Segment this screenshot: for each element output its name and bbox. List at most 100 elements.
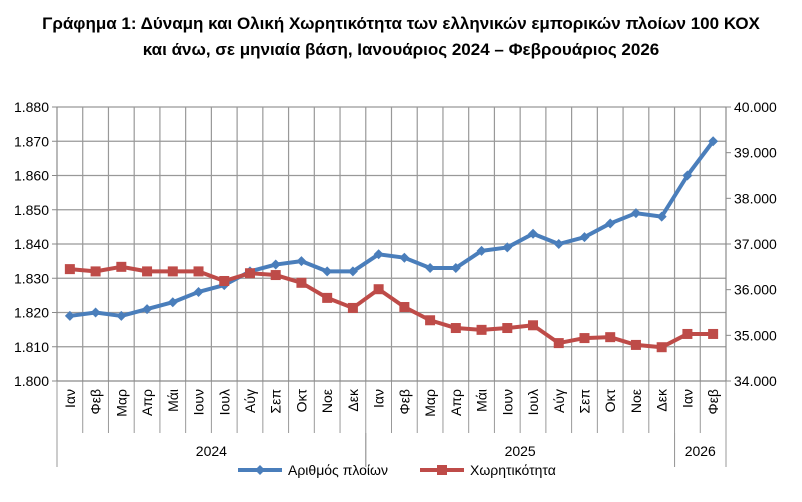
data-point-tonnage	[399, 302, 410, 313]
x-axis-month-label: Ιαν	[62, 389, 78, 408]
data-point-vessels	[605, 218, 616, 229]
data-point-tonnage	[167, 266, 178, 277]
data-point-vessels	[167, 297, 178, 308]
left-axis-tick-label: 1.850	[14, 202, 49, 218]
data-point-tonnage	[116, 261, 127, 272]
data-point-tonnage	[373, 284, 384, 295]
x-axis-month-label: Σεπ	[268, 389, 284, 414]
left-axis-tick-label: 1.810	[14, 339, 49, 355]
right-axis-tick-label: 39.000	[734, 145, 777, 161]
data-point-tonnage	[347, 302, 358, 313]
x-axis-month-label: Οκτ	[293, 389, 309, 413]
data-point-tonnage	[476, 324, 487, 335]
data-point-tonnage	[630, 339, 641, 350]
x-axis-month-label: Απρ	[139, 389, 155, 416]
data-point-vessels	[142, 304, 153, 315]
data-point-vessels	[193, 286, 204, 297]
left-axis-tick-label: 1.860	[14, 168, 49, 184]
x-axis-month-label: Ιουν	[499, 389, 515, 415]
data-point-vessels	[476, 245, 487, 256]
left-axis-tick-label: 1.880	[14, 99, 49, 115]
data-point-tonnage	[502, 323, 513, 334]
legend-marker-diamond	[255, 465, 265, 475]
x-axis-month-label: Οκτ	[602, 389, 618, 413]
x-axis-month-label: Δεκ	[654, 388, 670, 412]
x-axis-month-label: Μαρ	[422, 389, 438, 417]
x-axis-month-label: Ιαν	[679, 389, 695, 408]
x-axis-month-label: Νοε	[319, 389, 335, 413]
x-axis-month-label: Ιαν	[371, 389, 387, 408]
x-axis-month-label: Αύγ	[551, 389, 567, 413]
data-point-vessels	[425, 262, 436, 273]
x-axis-month-label: Αύγ	[242, 389, 258, 413]
right-axis-tick-label: 34.000	[734, 373, 777, 389]
data-point-tonnage	[682, 328, 693, 339]
data-point-tonnage	[219, 275, 230, 286]
data-point-vessels	[553, 239, 564, 249]
data-point-tonnage	[90, 266, 101, 277]
data-point-vessels	[450, 262, 461, 273]
legend-marker-square	[437, 465, 447, 475]
data-point-vessels	[528, 228, 539, 239]
x-axis-month-label: Φεβ	[705, 389, 721, 414]
data-point-tonnage	[193, 266, 204, 277]
data-point-tonnage	[553, 338, 564, 349]
data-point-vessels	[399, 252, 410, 263]
x-axis-month-label: Σεπ	[576, 389, 592, 414]
data-point-vessels	[502, 242, 513, 253]
data-point-vessels	[682, 170, 693, 181]
data-point-vessels	[116, 310, 127, 321]
x-axis-month-label: Φεβ	[396, 389, 412, 414]
right-axis-tick-label: 35.000	[734, 327, 777, 343]
left-axis-tick-label: 1.840	[14, 236, 49, 252]
series-line-vessels	[69, 140, 715, 318]
data-point-vessels	[270, 259, 281, 270]
data-point-tonnage	[64, 264, 75, 275]
data-point-tonnage	[708, 328, 719, 339]
x-axis-month-label: Νοε	[628, 389, 644, 413]
x-axis-year-label: 2024	[196, 443, 227, 459]
x-axis-year-label: 2026	[685, 443, 716, 459]
left-axis-tick-label: 1.830	[14, 270, 49, 286]
data-point-tonnage	[528, 320, 539, 331]
legend-label: Αριθμός πλοίων	[288, 462, 388, 478]
data-point-vessels	[579, 232, 590, 243]
right-axis-tick-label: 36.000	[734, 282, 777, 298]
data-point-tonnage	[450, 323, 461, 334]
x-axis-month-label: Μαρ	[113, 389, 129, 417]
x-axis-month-label: Απρ	[448, 389, 464, 416]
x-axis-year-label: 2025	[505, 443, 536, 459]
x-axis-month-label: Ιουν	[191, 389, 207, 415]
left-axis-tick-label: 1.820	[14, 305, 49, 321]
data-point-vessels	[296, 256, 307, 267]
chart-title-line-1: Γράφημα 1: Δύναμη και Ολική Χωρητικότητα…	[42, 14, 760, 33]
data-point-tonnage	[322, 292, 333, 303]
data-point-vessels	[630, 208, 641, 219]
data-point-vessels	[90, 307, 101, 318]
data-point-vessels	[708, 136, 719, 147]
right-axis-tick-label: 37.000	[734, 236, 777, 252]
data-point-tonnage	[605, 332, 616, 343]
data-point-tonnage	[270, 270, 281, 281]
x-axis-month-label: Ιουλ	[216, 389, 232, 415]
data-point-vessels	[373, 249, 384, 260]
data-point-tonnage	[142, 266, 153, 277]
data-point-vessels	[322, 266, 333, 277]
right-axis-tick-label: 38.000	[734, 190, 777, 206]
x-axis-month-label: Φεβ	[88, 389, 104, 414]
data-point-tonnage	[656, 342, 667, 353]
data-point-tonnage	[296, 277, 307, 288]
data-point-tonnage	[579, 333, 590, 344]
data-point-tonnage	[425, 315, 436, 326]
chart-title-line-2: και άνω, σε μηνιαία βάση, Ιανουάριος 202…	[142, 40, 660, 59]
data-point-tonnage	[244, 268, 255, 279]
left-axis-tick-label: 1.870	[14, 133, 49, 149]
right-axis-tick-label: 40.000	[734, 99, 777, 115]
legend-label: Χωρητικότητα	[470, 462, 556, 478]
data-point-vessels	[347, 266, 358, 277]
x-axis-month-label: Ιουλ	[525, 389, 541, 415]
data-point-vessels	[64, 310, 75, 321]
x-axis-month-label: Δεκ	[345, 388, 361, 412]
x-axis-month-label: Μάι	[474, 389, 490, 412]
